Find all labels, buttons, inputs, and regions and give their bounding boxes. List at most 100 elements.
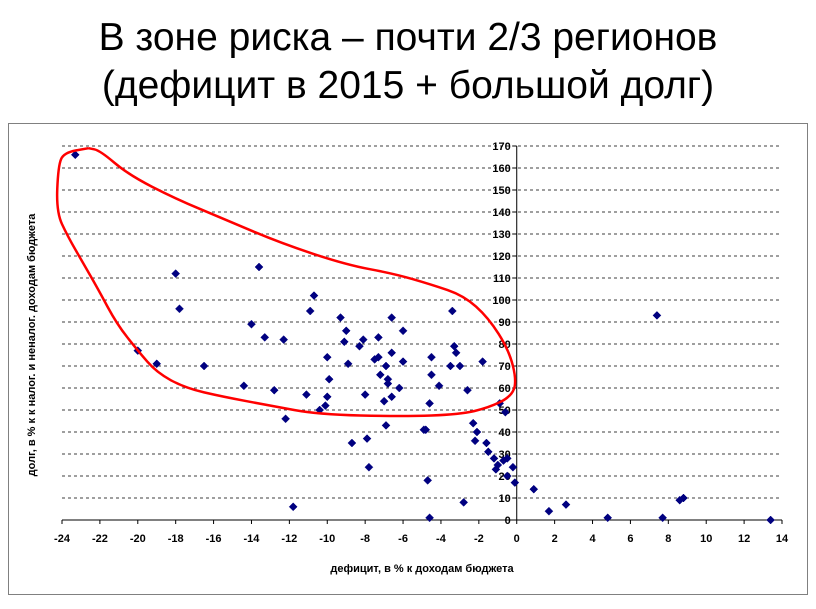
data-point	[423, 476, 433, 485]
x-tick-label: -12	[281, 533, 297, 545]
y-tick-label: 120	[492, 251, 510, 263]
x-tick-label: 2	[552, 533, 558, 545]
data-point	[387, 392, 397, 402]
data-point	[446, 361, 455, 371]
data-point	[374, 333, 383, 342]
data-point	[254, 262, 264, 272]
data-point	[381, 361, 391, 371]
data-point	[394, 383, 404, 393]
data-point	[652, 311, 662, 320]
data-point	[468, 418, 478, 428]
x-tick-label: -18	[168, 533, 184, 545]
data-point	[459, 498, 469, 507]
data-point	[561, 500, 571, 509]
data-point	[260, 333, 270, 342]
data-point	[239, 381, 249, 391]
data-point	[478, 357, 487, 366]
x-tick-label: -24	[54, 533, 71, 545]
y-tick-label: 10	[498, 493, 510, 505]
data-point	[502, 471, 512, 481]
data-point	[171, 269, 181, 278]
data-point	[279, 335, 289, 344]
data-points	[70, 150, 775, 525]
data-point	[152, 359, 162, 369]
data-point	[309, 291, 319, 300]
risk-zone-outline	[55, 146, 517, 418]
data-point	[387, 348, 397, 358]
data-point	[175, 304, 184, 314]
data-point	[341, 326, 351, 336]
x-tick-label: 8	[665, 533, 671, 545]
x-tick-label: 12	[738, 533, 750, 545]
x-tick-label: 4	[589, 533, 596, 545]
data-point	[427, 352, 436, 362]
slide-title-line1: В зоне риска – почти 2/3 регионов	[98, 16, 718, 59]
data-point	[375, 370, 385, 380]
data-point	[302, 390, 311, 399]
x-tick-label: -20	[130, 533, 146, 545]
data-point	[544, 506, 554, 516]
y-tick-label: 140	[492, 207, 510, 219]
data-point	[427, 370, 436, 380]
data-point	[336, 313, 345, 322]
data-point	[489, 454, 499, 463]
data-point	[321, 401, 330, 410]
data-point	[324, 374, 334, 384]
x-tick-label: -22	[92, 533, 108, 545]
x-tick-label: -6	[398, 533, 408, 545]
data-point	[269, 385, 279, 395]
data-point	[199, 361, 209, 371]
data-point	[472, 427, 482, 437]
data-point	[247, 319, 256, 329]
y-tick-label: 110	[493, 273, 511, 285]
x-tick-label: -10	[319, 533, 335, 545]
y-tick-label: 40	[498, 427, 510, 439]
data-point	[398, 326, 408, 336]
data-point	[362, 434, 372, 443]
y-tick-label: 160	[492, 163, 510, 175]
data-point	[379, 396, 389, 406]
data-point	[451, 348, 461, 358]
data-point	[501, 407, 510, 417]
y-tick-label: 70	[498, 361, 510, 373]
data-point	[510, 478, 520, 487]
y-tick-labels: 0102030405060708090100110120130140150160…	[492, 141, 510, 527]
data-point	[766, 515, 775, 525]
y-tick-label: 150	[492, 185, 510, 197]
x-tick-label: -16	[206, 533, 222, 545]
chart-frame: -24 -22 -20 -18 -16 -14 -12 -10 -8 -6 -4 -2 0 2 4 6 8 10 1…	[8, 123, 808, 595]
y-axis-title: долг, в % к к налог. и неналог. доходам …	[26, 213, 38, 477]
risk-zone-curve	[55, 146, 517, 418]
x-tick-labels: -24 -22 -20 -18 -16 -14 -12 -10 -8 -6 -4 -2 0 2 4 6 8 10 1…	[54, 533, 789, 545]
y-tick-label: 130	[492, 229, 510, 241]
data-point	[603, 513, 613, 523]
data-point	[347, 438, 357, 448]
data-point	[387, 313, 397, 322]
data-point	[358, 335, 368, 344]
slide-title-line2: (дефицит в 2015 + большой долг)	[101, 64, 715, 107]
data-point	[425, 399, 434, 408]
data-point	[305, 306, 315, 316]
x-tick-label: 10	[700, 533, 712, 545]
x-tick-label: -4	[436, 533, 447, 545]
axes	[61, 145, 783, 524]
data-point	[529, 484, 539, 494]
data-point	[658, 513, 667, 523]
scatter-chart: -24 -22 -20 -18 -16 -14 -12 -10 -8 -6 -4 -2 0 2 4 6 8 10 1…	[26, 141, 789, 575]
data-point	[381, 421, 391, 430]
data-point	[493, 460, 503, 470]
data-point	[508, 462, 518, 472]
data-point	[470, 436, 480, 446]
x-axis-title: дефицит, в % к доходам бюджета	[330, 563, 514, 575]
data-point	[383, 379, 393, 388]
data-point	[70, 150, 80, 160]
data-point	[398, 357, 408, 366]
data-point	[360, 390, 370, 399]
x-tick-label: 14	[776, 533, 789, 545]
y-tick-label: 90	[498, 317, 510, 329]
data-point	[355, 341, 364, 351]
y-tick-label: 60	[498, 383, 510, 395]
x-tick-label: 6	[627, 533, 633, 545]
data-point	[322, 352, 332, 362]
grid-lines	[62, 145, 782, 499]
